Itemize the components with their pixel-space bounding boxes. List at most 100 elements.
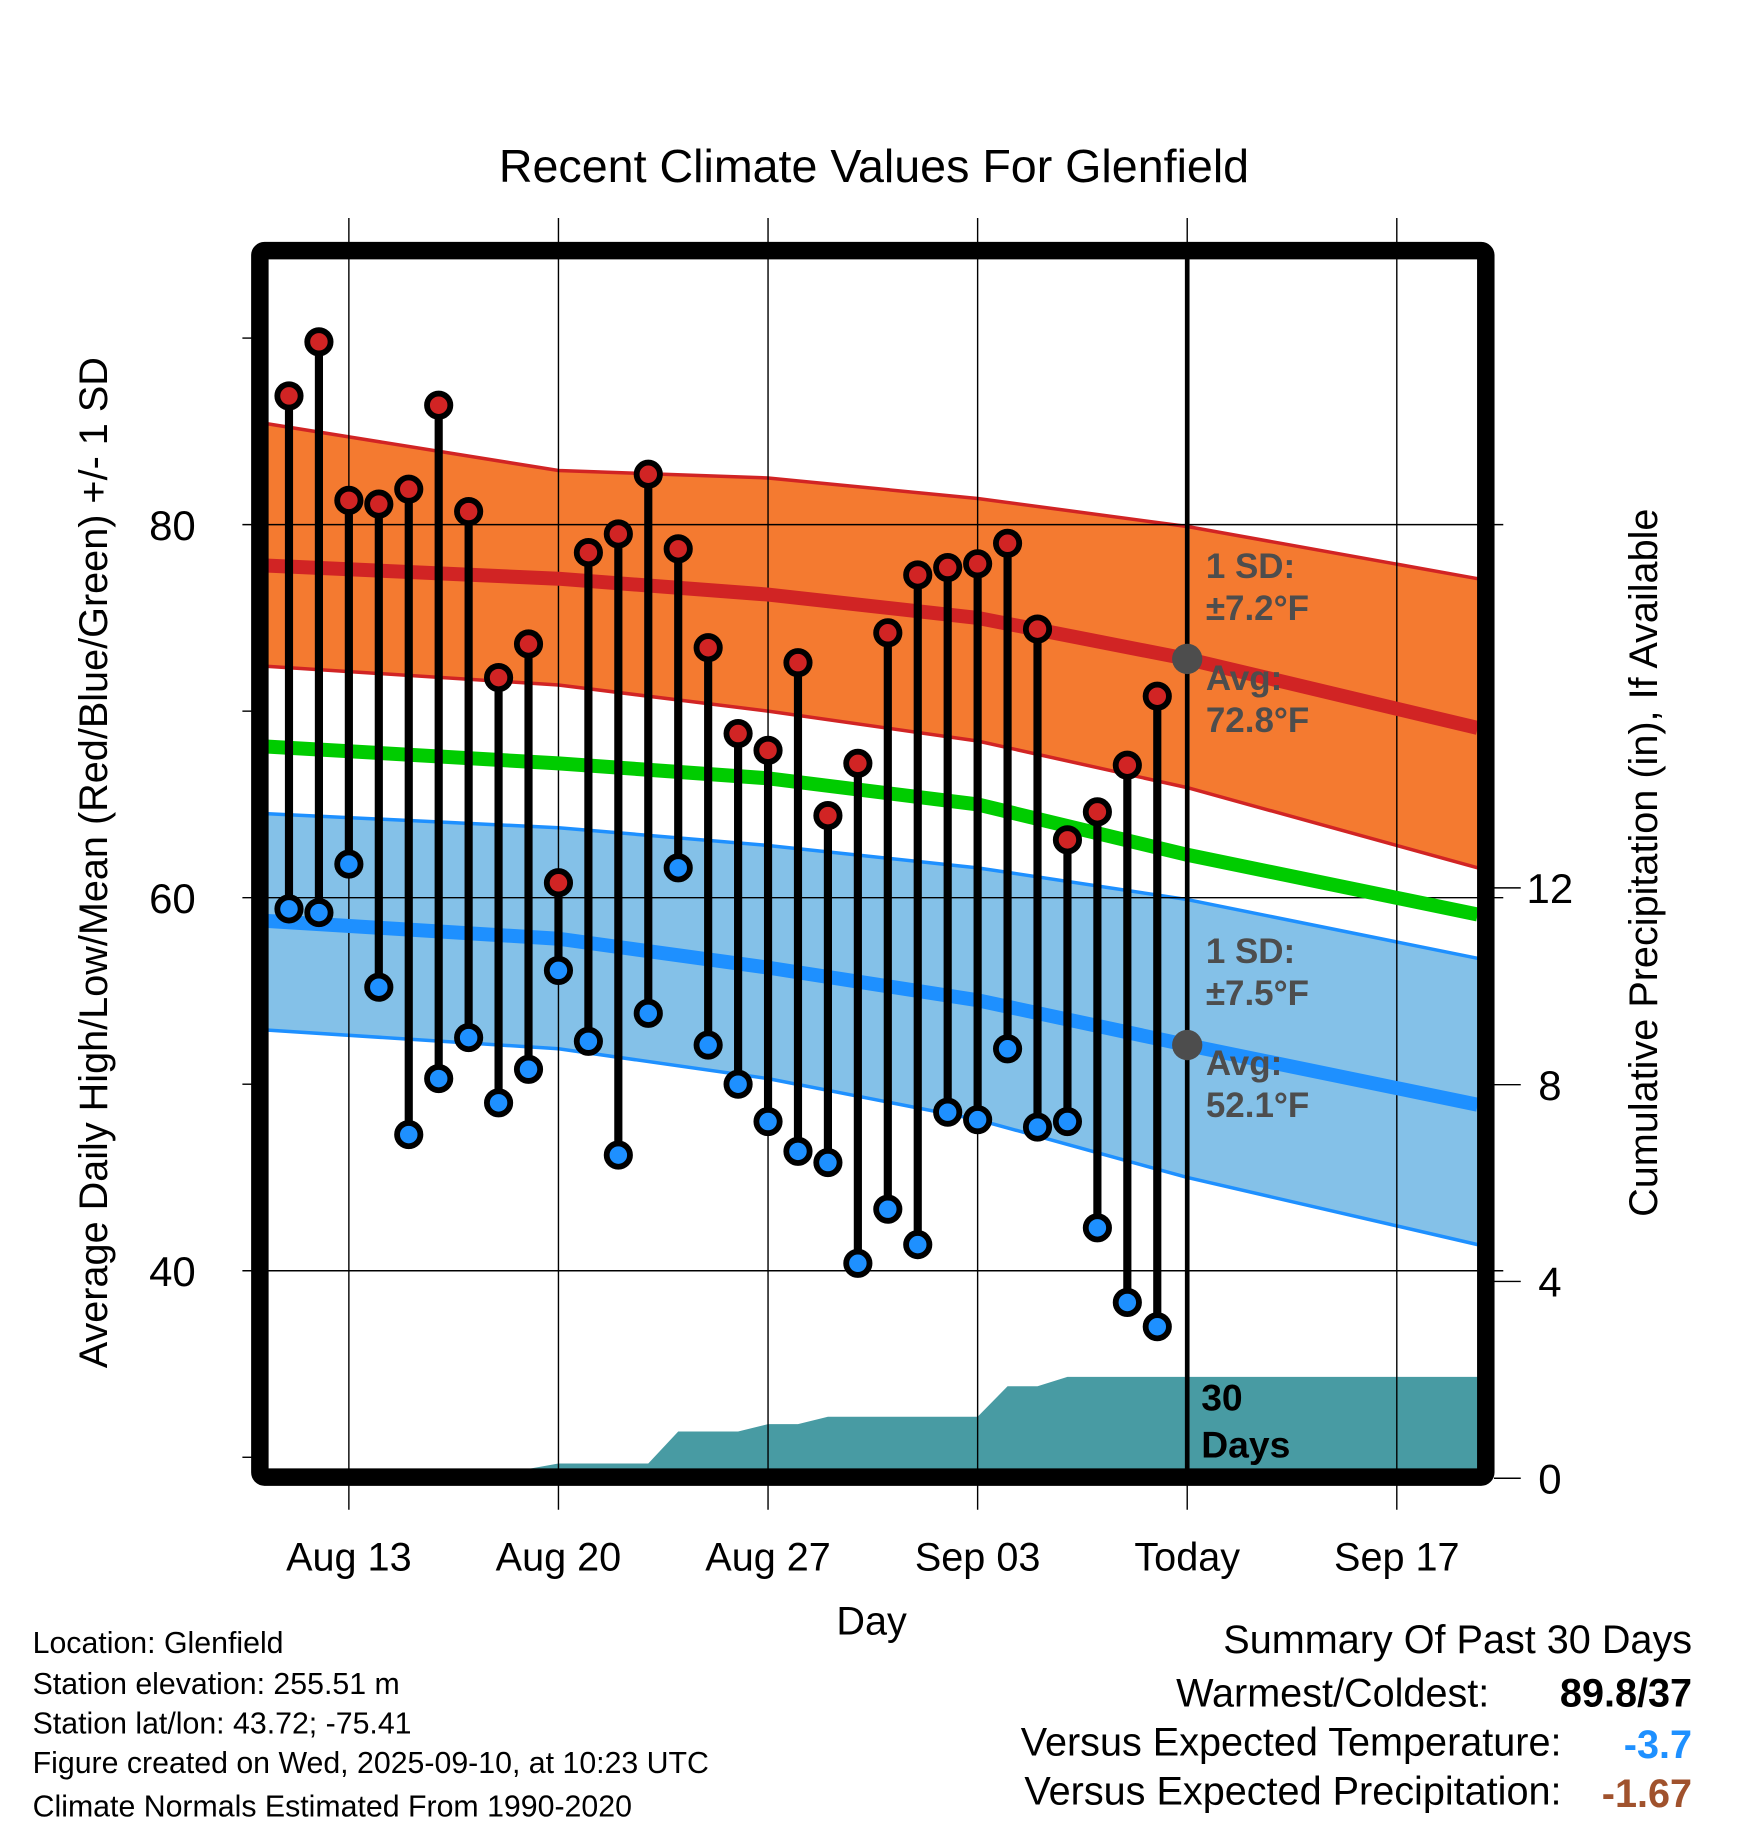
precip-area xyxy=(288,1376,1478,1469)
precip-days-label: 30 xyxy=(1201,1377,1242,1419)
daily-high-point xyxy=(753,735,783,765)
precip-days-label: Days xyxy=(1201,1423,1290,1465)
daily-high-point xyxy=(304,327,334,357)
summary-title: Summary Of Past 30 Days xyxy=(1223,1618,1692,1662)
high-mean-line xyxy=(267,558,1480,735)
daily-high-point xyxy=(663,534,693,564)
daily-low-point xyxy=(753,1106,783,1137)
daily-high-point xyxy=(543,868,574,898)
x-tick-label: Aug 13 xyxy=(286,1535,412,1579)
daily-high-point xyxy=(484,662,514,693)
high-sd-band xyxy=(268,423,1478,868)
daily-high-point xyxy=(963,549,993,579)
daily-high-point xyxy=(454,496,484,527)
annotation-low-avg-line1: Avg: xyxy=(1206,1044,1282,1083)
daily-high-point xyxy=(993,528,1023,558)
y2-tick-label: 4 xyxy=(1538,1259,1561,1306)
annotation-low-sd-line2: ±7.5°F xyxy=(1206,974,1309,1013)
daily-low-point xyxy=(1052,1106,1083,1137)
daily-low-point xyxy=(364,972,394,1002)
annotation-high-avg-line1: Avg: xyxy=(1206,659,1282,698)
daily-high-point xyxy=(394,474,424,504)
y-tick-label: 40 xyxy=(149,1248,196,1295)
summary-panel: Summary Of Past 30 Days Warmest/Coldest:… xyxy=(1021,1618,1692,1816)
daily-low-point xyxy=(1082,1213,1112,1243)
daily-high-point xyxy=(1082,797,1112,827)
info-created: Figure created on Wed, 2025-09-10, at 10… xyxy=(33,1747,709,1780)
annotation-low-sd-line1: 1 SD: xyxy=(1206,932,1295,971)
summary-precip-label: Versus Expected Precipitation: xyxy=(1024,1770,1561,1814)
x-axis-label: Day xyxy=(836,1599,907,1643)
daily-high-point xyxy=(633,459,663,489)
daily-low-point xyxy=(693,1030,723,1060)
summary-temp-value: -3.7 xyxy=(1624,1723,1692,1767)
x-tick-label: Sep 17 xyxy=(1334,1535,1460,1579)
daily-low-point xyxy=(274,894,304,924)
daily-low-point xyxy=(513,1054,544,1084)
high-avg-marker xyxy=(1172,643,1203,675)
daily-low-point xyxy=(843,1248,873,1278)
summary-warmest-label: Warmest/Coldest: xyxy=(1176,1672,1489,1716)
high-upper-line xyxy=(267,422,1478,581)
y-tick-label: 80 xyxy=(149,502,196,549)
y-axis-label: Average Daily High/Low/Mean (Red/Blue/Gr… xyxy=(72,357,116,1368)
daily-low-point xyxy=(933,1097,963,1127)
daily-low-point xyxy=(633,998,663,1028)
daily-low-point xyxy=(963,1105,993,1135)
daily-high-point xyxy=(693,633,723,663)
daily-low-point xyxy=(304,898,334,928)
plot-frame xyxy=(251,241,1495,1486)
daily-low-point xyxy=(993,1034,1023,1064)
daily-low-point xyxy=(334,849,364,879)
daily-low-point xyxy=(394,1119,424,1150)
daily-high-point xyxy=(513,629,544,659)
daily-high-point xyxy=(723,718,753,749)
daily-low-point xyxy=(454,1023,484,1053)
low-upper-line xyxy=(267,811,1478,961)
annotation-low-avg-line2: 52.1°F xyxy=(1206,1086,1309,1125)
daily-high-point xyxy=(813,801,843,831)
annotation-high-avg-line2: 72.8°F xyxy=(1206,701,1309,740)
daily-high-point xyxy=(1142,681,1172,711)
low-mean-line xyxy=(267,914,1480,1112)
low-lower-line xyxy=(267,1028,1479,1247)
info-elevation: Station elevation: 255.51 m xyxy=(33,1668,400,1701)
daily-low-point xyxy=(543,955,574,985)
summary-temp-label: Versus Expected Temperature: xyxy=(1021,1721,1562,1765)
daily-low-point xyxy=(484,1088,514,1118)
y2-tick-label: 12 xyxy=(1527,865,1574,912)
daily-high-point xyxy=(873,618,903,648)
info-location: Location: Glenfield xyxy=(33,1627,284,1660)
daily-low-point xyxy=(1112,1287,1142,1318)
daily-high-point xyxy=(424,390,454,420)
daily-low-point xyxy=(1022,1112,1053,1142)
daily-low-point xyxy=(813,1147,843,1178)
daily-low-point xyxy=(663,853,693,883)
daily-low-point xyxy=(573,1026,603,1056)
daily-high-point xyxy=(364,489,394,519)
daily-high-point xyxy=(783,648,813,678)
y2-tick-label: 8 xyxy=(1538,1062,1561,1109)
daily-low-point xyxy=(424,1064,454,1094)
station-info: Location: Glenfield Station elevation: 2… xyxy=(33,1627,709,1823)
x-tick-label: Today xyxy=(1134,1535,1240,1579)
annotation-high-sd-line1: 1 SD: xyxy=(1206,547,1295,586)
daily-high-point xyxy=(274,381,304,411)
y2-axis-label: Cumulative Precipitation (in), If Availa… xyxy=(1622,509,1666,1217)
daily-high-point xyxy=(933,552,963,583)
info-normals: Climate Normals Estimated From 1990-2020 xyxy=(33,1790,632,1823)
low-sd-band xyxy=(268,813,1478,1245)
daily-low-point xyxy=(723,1069,753,1099)
low-avg-marker xyxy=(1172,1029,1203,1061)
daily-low-point xyxy=(903,1230,933,1260)
daily-high-point xyxy=(603,519,633,549)
summary-precip-value: -1.67 xyxy=(1602,1772,1692,1816)
x-tick-label: Aug 27 xyxy=(705,1535,831,1579)
daily-high-point xyxy=(903,560,933,590)
daily-high-point xyxy=(1112,750,1142,780)
mean-line xyxy=(267,739,1480,922)
info-latlon: Station lat/lon: 43.72; -75.41 xyxy=(33,1708,412,1741)
daily-high-point xyxy=(1052,825,1083,855)
